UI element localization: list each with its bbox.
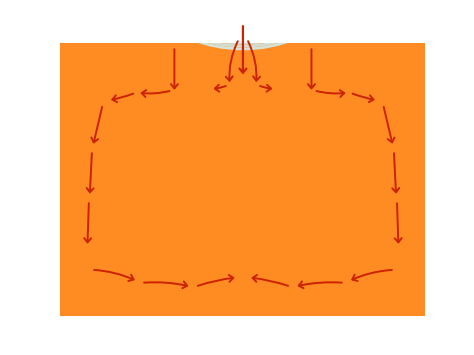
Wedge shape — [128, 0, 358, 23]
Wedge shape — [111, 0, 374, 39]
Wedge shape — [134, 0, 352, 17]
Wedge shape — [145, 0, 341, 6]
Wedge shape — [100, 0, 385, 50]
Wedge shape — [117, 0, 369, 34]
Wedge shape — [109, 0, 377, 42]
Wedge shape — [114, 0, 372, 37]
Wedge shape — [137, 0, 349, 14]
Wedge shape — [147, 0, 338, 3]
Wedge shape — [142, 0, 344, 9]
Wedge shape — [120, 0, 366, 31]
Wedge shape — [106, 0, 380, 45]
Wedge shape — [131, 0, 355, 20]
Wedge shape — [103, 0, 383, 48]
Wedge shape — [123, 0, 363, 28]
Wedge shape — [126, 0, 360, 25]
Wedge shape — [139, 0, 346, 11]
